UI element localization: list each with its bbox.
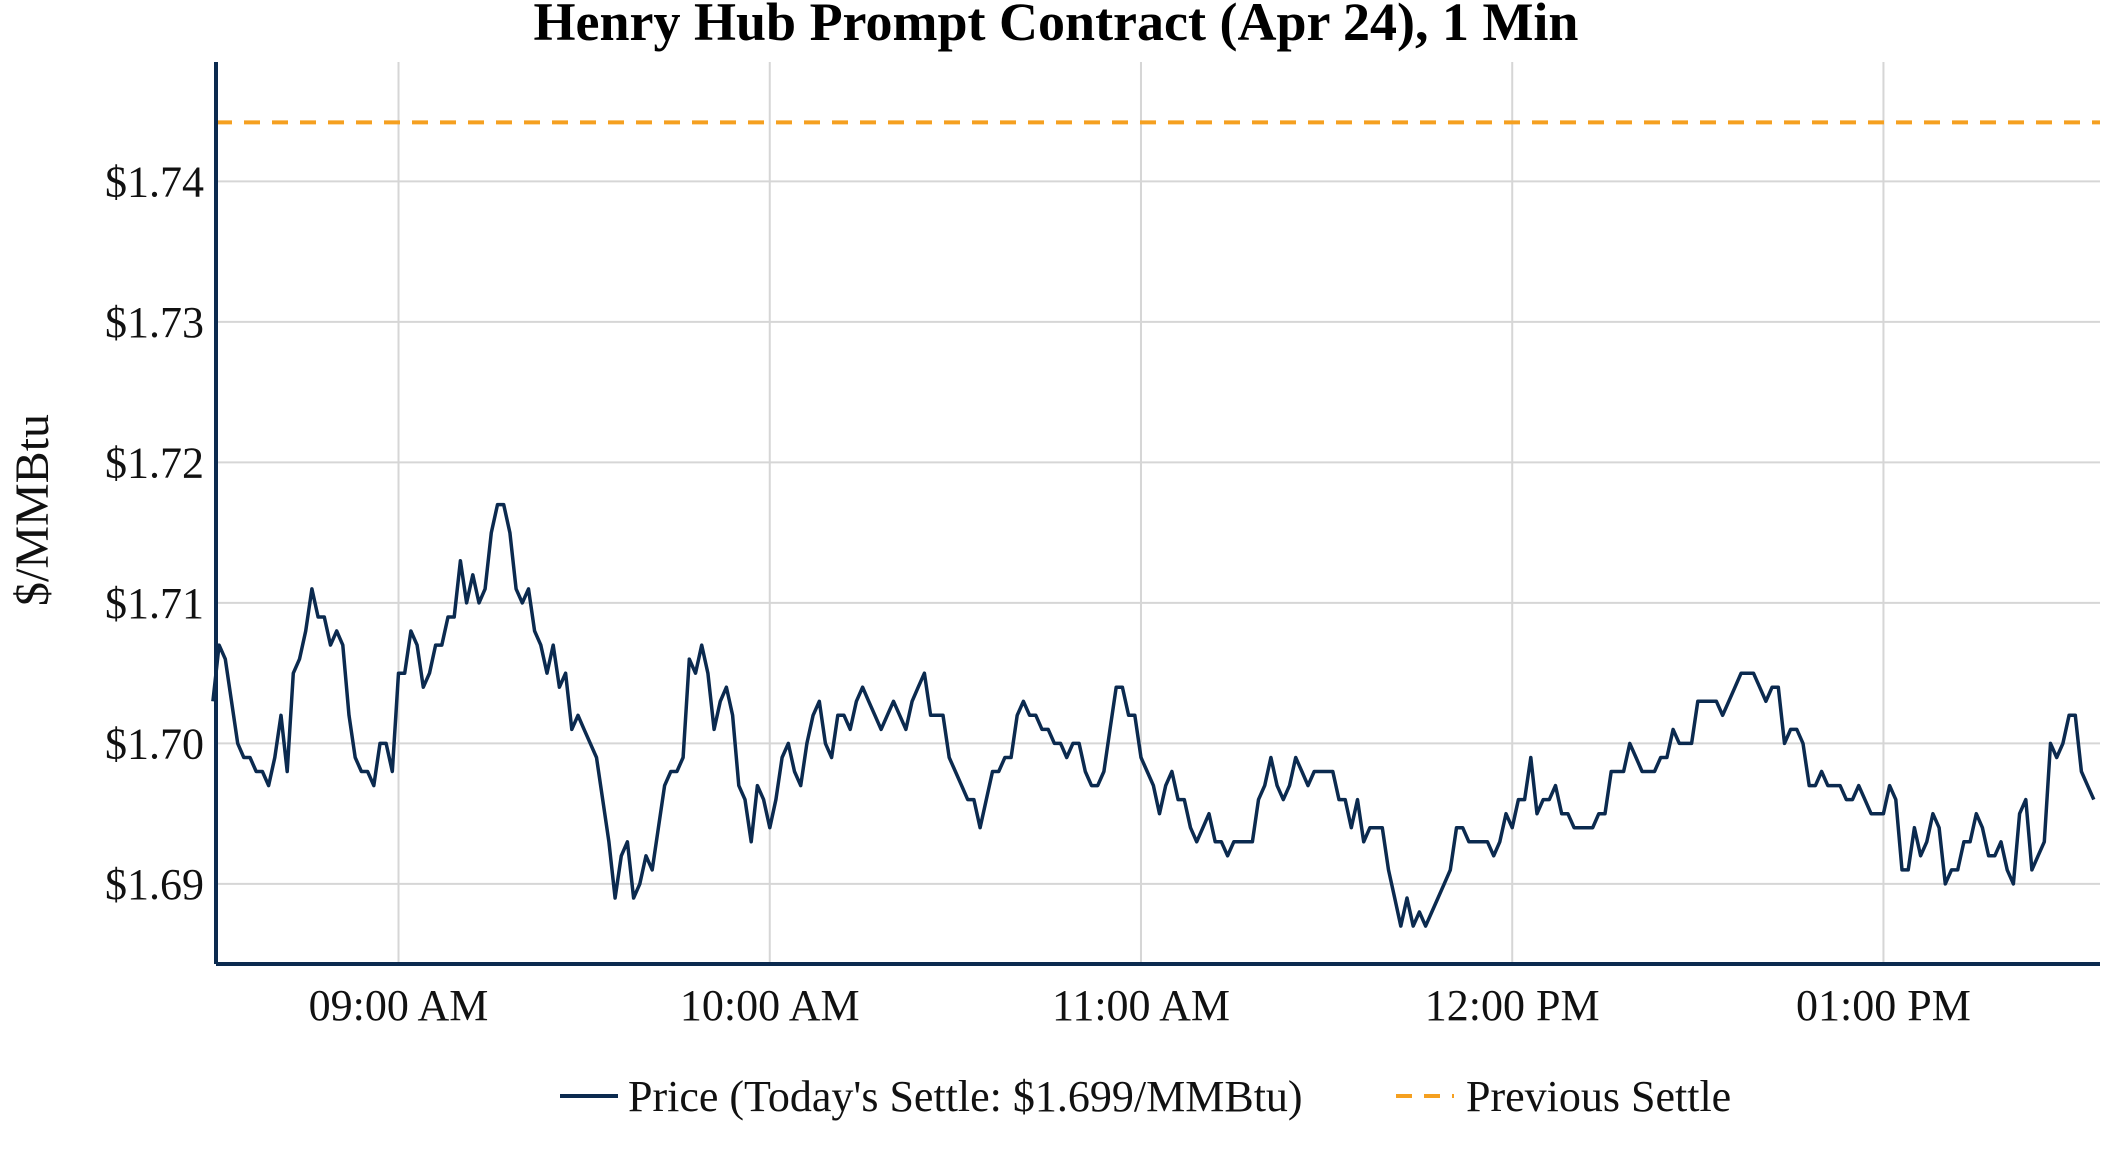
- legend-price-label: Price (Today's Settle: $1.699/MMBtu): [628, 1072, 1303, 1121]
- y-axis-label: $/MMBtu: [6, 414, 59, 606]
- x-tick-label: 01:00 PM: [1796, 981, 1971, 1030]
- price-series-line: [211, 502, 2096, 928]
- x-tick-label: 09:00 AM: [309, 981, 489, 1030]
- x-tick-label: 12:00 PM: [1425, 981, 1600, 1030]
- x-tick-labels: 09:00 AM 10:00 AM 11:00 AM 12:00 PM 01:00 PM: [309, 981, 1971, 1030]
- y-tick-label: $1.69: [105, 860, 204, 909]
- y-tick-label: $1.70: [105, 719, 204, 768]
- y-tick-label: $1.73: [105, 298, 204, 347]
- x-tick-label: 11:00 AM: [1052, 981, 1230, 1030]
- y-tick-label: $1.71: [105, 579, 204, 628]
- y-tick-label: $1.74: [105, 157, 204, 206]
- legend-previous-settle-label: Previous Settle: [1466, 1072, 1731, 1121]
- y-tick-labels: $1.69 $1.70 $1.71 $1.72 $1.73 $1.74: [105, 157, 204, 908]
- x-gridlines: [397, 62, 1885, 964]
- y-gridlines: [216, 180, 2100, 885]
- x-tick-label: 10:00 AM: [680, 981, 860, 1030]
- legend: Price (Today's Settle: $1.699/MMBtu) Pre…: [560, 1072, 1731, 1121]
- chart-title: Henry Hub Prompt Contract (Apr 24), 1 Mi…: [534, 0, 1579, 52]
- y-tick-label: $1.72: [105, 438, 204, 487]
